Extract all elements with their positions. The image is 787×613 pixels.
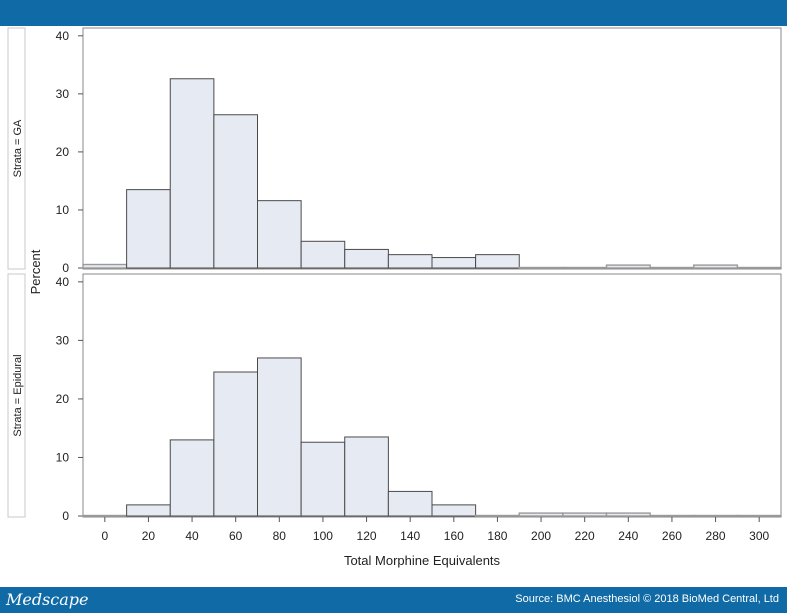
histogram-bar [257, 200, 302, 269]
x-tick-label: 300 [749, 529, 769, 543]
x-tick-label: 80 [273, 529, 287, 543]
source-credit: Source: BMC Anesthesiol © 2018 BioMed Ce… [515, 593, 779, 605]
y-tick-label: 40 [56, 29, 70, 43]
x-tick-label: 240 [618, 529, 638, 543]
histogram-bar [693, 264, 739, 269]
x-tick-label: 120 [357, 529, 377, 543]
y-tick-label: 20 [56, 145, 70, 159]
y-tick-label: 30 [56, 87, 70, 101]
x-tick-label: 40 [185, 529, 199, 543]
histogram-bar [693, 514, 739, 517]
footer-bar: Medscape Source: BMC Anesthesiol © 2018 … [0, 587, 787, 613]
x-tick-label: 280 [706, 529, 726, 543]
x-tick-label: 140 [400, 529, 420, 543]
y-axis-title: Percent [28, 249, 43, 294]
y-tick-label: 40 [56, 275, 70, 289]
y-tick-label: 0 [62, 509, 69, 523]
histogram-bar [213, 371, 258, 517]
histogram-bar [344, 248, 389, 269]
x-tick-label: 160 [444, 529, 464, 543]
histogram-bar [300, 240, 346, 269]
histogram-bar [82, 263, 128, 269]
x-tick-label: 20 [142, 529, 156, 543]
histogram-chart: Strata = GA 0 10 20 30 40 Strata = Epidural 0 10… [7, 27, 782, 568]
strata-label: Strata = GA [12, 119, 24, 177]
histogram-bar [213, 114, 258, 269]
x-tick-label: 220 [575, 529, 595, 543]
x-tick-label: 0 [101, 529, 108, 543]
histogram-bar [562, 266, 608, 269]
x-axis-title: Total Morphine Equivalents [344, 553, 501, 568]
histogram-bar [736, 266, 782, 269]
strata-strip [7, 27, 26, 270]
y-tick-label: 10 [56, 203, 70, 217]
y-tick-label: 10 [56, 450, 70, 464]
strata-label: Strata = Epidural [12, 354, 24, 436]
y-tick-label: 30 [56, 333, 70, 347]
histogram-bar [649, 266, 695, 269]
histogram-bar [518, 266, 564, 269]
histogram-bar [387, 254, 433, 269]
histogram-bar [475, 254, 520, 269]
histogram-bar [126, 189, 171, 269]
histogram-bar [387, 490, 433, 517]
histogram-bar [736, 514, 782, 517]
histogram-bar [257, 357, 302, 517]
histogram-bar [169, 439, 215, 517]
x-tick-label: 60 [229, 529, 243, 543]
x-tick-label: 200 [531, 529, 551, 543]
histogram-bar [82, 514, 128, 517]
chart-layer: Strata = GA 0 10 20 30 40 Strata = Epidural 0 10… [7, 27, 782, 568]
histogram-bar [562, 512, 608, 517]
histogram-bar [431, 504, 477, 517]
header-bar [0, 0, 787, 26]
histogram-bar [605, 264, 651, 269]
x-tick-label: 260 [662, 529, 682, 543]
histogram-bar [126, 504, 171, 517]
x-tick-label: 180 [487, 529, 507, 543]
histogram-bar [518, 512, 564, 517]
histogram-bar [649, 514, 695, 517]
histogram-bar [605, 512, 651, 517]
y-tick-label: 0 [62, 261, 69, 275]
x-tick-label: 100 [313, 529, 333, 543]
histogram-bar [300, 441, 346, 517]
y-tick-label: 20 [56, 392, 70, 406]
histogram-bar [169, 78, 215, 269]
histogram-bar [474, 514, 520, 517]
histogram-bar [344, 436, 389, 517]
medscape-logo[interactable]: Medscape [6, 590, 89, 609]
strata-strip [7, 273, 26, 518]
histogram-bar [431, 257, 477, 269]
